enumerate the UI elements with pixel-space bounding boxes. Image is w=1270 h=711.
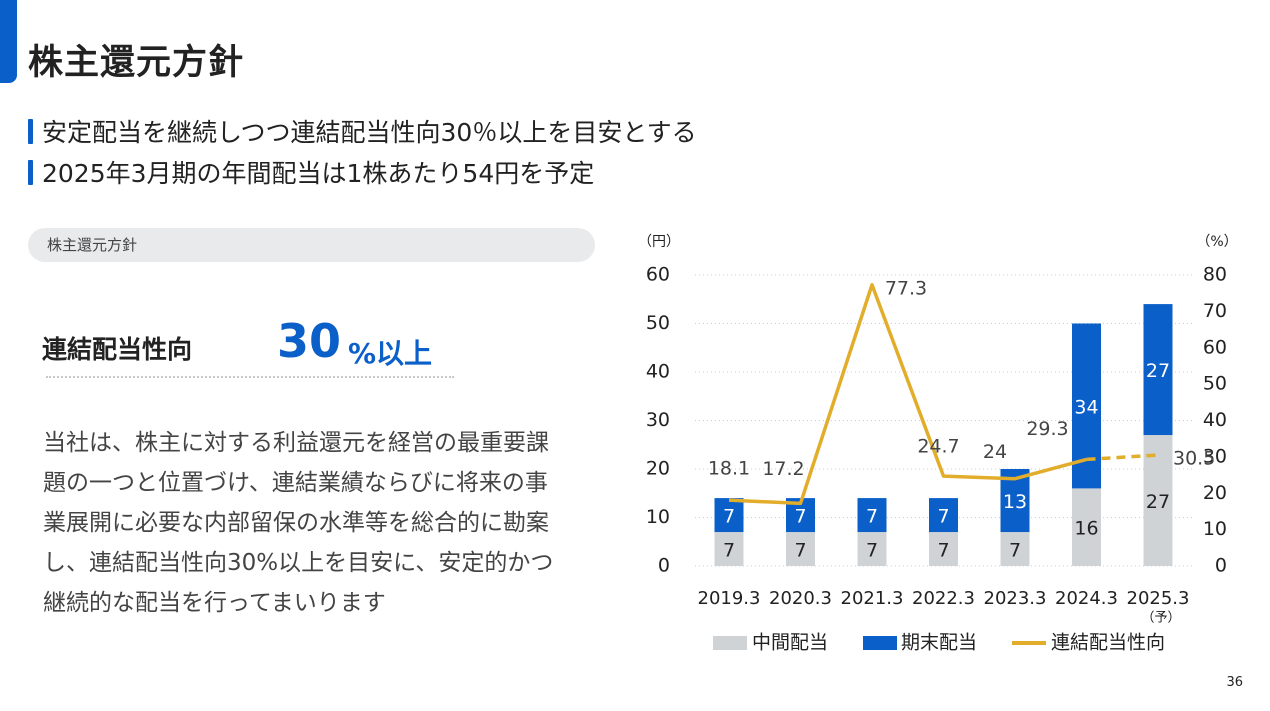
- y-right-tick-label: 0: [1215, 555, 1227, 577]
- legend-swatch-interim: [713, 636, 747, 650]
- bullet-point-payout-target: 安定配当を継続しつつ連結配当性向30％以上を目安とする: [28, 113, 697, 149]
- bar-label-year-end: 7: [866, 506, 878, 528]
- legend-label-interim: 中間配当: [752, 632, 828, 654]
- legend-label-payout-ratio: 連結配当性向: [1051, 632, 1165, 654]
- kpi-value: 30: [277, 314, 342, 368]
- line-data-label: 17.2: [762, 458, 804, 480]
- y-left-tick-label: 60: [646, 264, 670, 286]
- legend-swatch-year-end: [863, 636, 897, 650]
- x-tick-label: 2020.3: [769, 588, 832, 609]
- bar-label-interim: 7: [723, 540, 735, 562]
- section-heading: 株主還元方針: [28, 228, 595, 262]
- y-right-tick-label: 30: [1203, 445, 1227, 467]
- bar-label-year-end: 34: [1074, 396, 1098, 418]
- y-right-tick-label: 80: [1203, 264, 1227, 286]
- x-tick-label: 2019.3: [698, 588, 761, 609]
- bar-label-interim: 7: [937, 540, 949, 562]
- kpi-unit: %以上: [348, 337, 433, 370]
- y-left-unit: （円）: [638, 234, 680, 250]
- y-left-tick-label: 20: [646, 458, 670, 480]
- bullet-point-dividend-forecast: 2025年3月期の年間配当は1株あたり54円を予定: [28, 154, 594, 190]
- dividend-chart: 0 10 20 30 40 50 60 0 10 20 30 40 50 60 70 80 （円） （%） 7 7 20…: [638, 234, 1238, 654]
- line-data-label: 77.3: [885, 277, 927, 299]
- policy-line: 題の一つと位置づけ、連結業績ならびに将来の事: [43, 470, 548, 496]
- policy-line: 業展開に必要な内部留保の水準等を総合的に勘案: [43, 510, 549, 536]
- bar-year-end: [714, 498, 744, 533]
- bar-interim: [1072, 488, 1101, 566]
- y-left-tick-label: 50: [646, 312, 670, 334]
- bar-year-end: [1143, 304, 1173, 436]
- page-number: 36: [1226, 675, 1243, 690]
- y-right-tick-label: 20: [1203, 482, 1227, 504]
- line-data-label: 30.5: [1173, 448, 1215, 470]
- policy-line: し、連結配当性向30%以上を目安に、安定的かつ: [43, 550, 554, 576]
- x-tick-note: （予）: [1141, 611, 1180, 626]
- bar-year-end: [857, 498, 887, 533]
- bar-interim: [857, 532, 887, 566]
- x-tick-label: 2023.3: [984, 588, 1047, 609]
- line-data-label: 24.7: [917, 436, 959, 458]
- line-data-label: 29.3: [1026, 418, 1068, 440]
- y-right-tick-label: 40: [1203, 409, 1227, 431]
- bar-label-year-end: 27: [1146, 360, 1170, 382]
- policy-description: 当社は、株主に対する利益還元を経営の最重要課 題の一つと位置づけ、連結業績ならび…: [43, 423, 603, 623]
- accent-tab: [0, 0, 17, 83]
- bar-interim: [1000, 532, 1030, 566]
- x-tick-label: 2021.3: [841, 588, 904, 609]
- bar-label-interim: 7: [794, 540, 806, 562]
- bar-interim: [714, 532, 744, 566]
- line-data-label: 18.1: [708, 458, 750, 480]
- y-left-tick-label: 30: [646, 409, 670, 431]
- policy-line: 継続的な配当を行ってまいります: [43, 590, 386, 616]
- y-left-tick-label: 40: [646, 361, 670, 383]
- payout-ratio-line: [728, 283, 1087, 506]
- payout-ratio-forecast-line: [1086, 453, 1159, 462]
- kpi-divider: [46, 376, 454, 378]
- legend-label-year-end: 期末配当: [901, 632, 977, 654]
- bar-label-interim: 7: [1009, 540, 1021, 562]
- x-tick-label: 2024.3: [1055, 588, 1118, 609]
- bar-label-interim: 27: [1146, 491, 1170, 513]
- y-left-tick-label: 10: [646, 506, 670, 528]
- bar-label-year-end: 7: [723, 506, 735, 528]
- x-tick-label: 2025.3: [1127, 588, 1190, 609]
- y-right-unit: （%）: [1196, 234, 1237, 250]
- bar-label-year-end: 7: [794, 506, 806, 528]
- bullet-text: 2025年3月期の年間配当は1株あたり54円を予定: [42, 159, 595, 188]
- y-left-tick-label: 0: [658, 555, 670, 577]
- bullet-text: 安定配当を継続しつつ連結配当性向30％以上を目安とする: [42, 118, 697, 147]
- line-data-label: 24: [983, 441, 1007, 463]
- bar-label-interim: 16: [1074, 518, 1098, 540]
- y-right-tick-label: 60: [1203, 336, 1227, 358]
- y-right-tick-label: 10: [1203, 518, 1227, 540]
- bar-year-end: [929, 498, 958, 533]
- bar-label-year-end: 7: [937, 506, 949, 528]
- page-title: 株主還元方針: [28, 43, 245, 83]
- bar-interim: [786, 532, 815, 566]
- bullet-marker: [28, 118, 33, 144]
- bar-label-year-end: 13: [1003, 491, 1027, 513]
- bar-label-interim: 7: [866, 540, 878, 562]
- y-right-tick-label: 50: [1203, 373, 1227, 395]
- kpi-label: 連結配当性向: [42, 335, 193, 364]
- bullet-marker: [28, 159, 33, 185]
- policy-line: 当社は、株主に対する利益還元を経営の最重要課: [43, 430, 549, 456]
- x-tick-label: 2022.3: [912, 588, 975, 609]
- y-right-tick-label: 70: [1203, 300, 1227, 322]
- bar-interim: [929, 532, 958, 566]
